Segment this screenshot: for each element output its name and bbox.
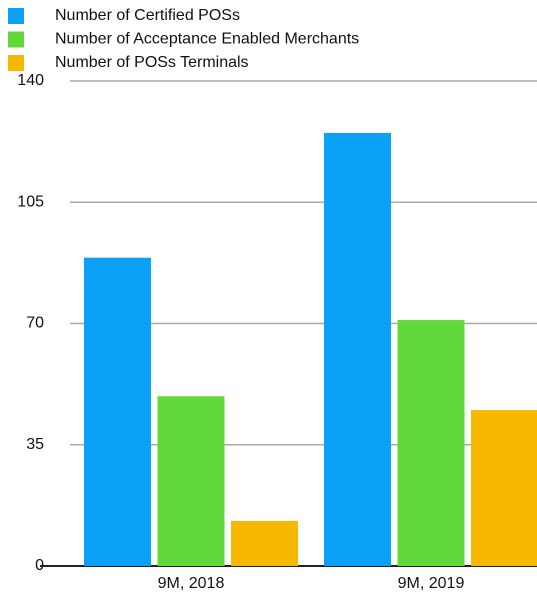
bar xyxy=(397,320,465,566)
y-tick-label: 70 xyxy=(26,315,44,332)
legend-swatch xyxy=(8,8,24,24)
legend-swatch xyxy=(8,55,24,71)
legend-label: Number of Certified POSs xyxy=(55,7,240,24)
bar xyxy=(157,396,225,566)
bar xyxy=(84,257,151,566)
legend-label: Number of POSs Terminals xyxy=(55,54,249,71)
bar xyxy=(231,520,298,566)
legend-swatch xyxy=(8,31,24,48)
bar xyxy=(471,410,537,566)
x-tick-label: 9M, 2019 xyxy=(398,575,465,592)
y-tick-label: 0 xyxy=(35,557,44,574)
y-tick-label: 140 xyxy=(17,72,44,89)
y-tick-label: 35 xyxy=(26,436,44,453)
bar xyxy=(324,132,391,566)
legend-label: Number of Acceptance Enabled Merchants xyxy=(55,31,359,48)
x-tick-label: 9M, 2018 xyxy=(158,575,225,592)
y-tick-label: 105 xyxy=(17,193,44,210)
